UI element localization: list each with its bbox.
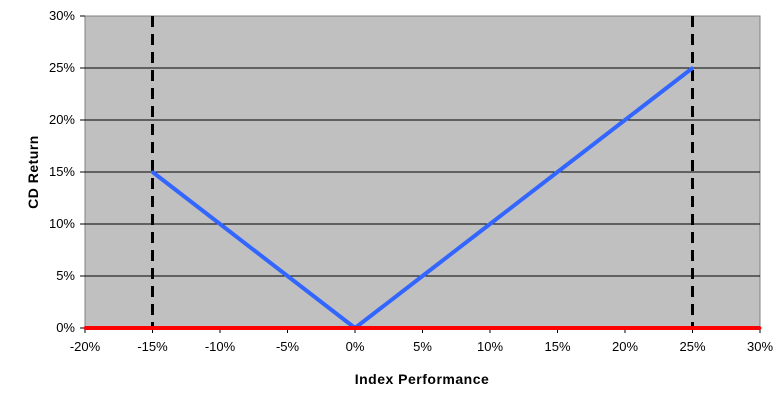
x-tick-label: -20%: [70, 339, 101, 354]
y-tick-label: 30%: [49, 8, 75, 23]
x-tick-label: 0%: [346, 339, 365, 354]
x-tick-label: 30%: [747, 339, 773, 354]
data-point: [691, 66, 694, 70]
y-tick-labels: 0% 5% 10% 15% 20% 25% 30%: [49, 8, 75, 335]
y-tick-label: 5%: [56, 268, 75, 283]
data-point: [151, 170, 154, 174]
x-tick-label: 10%: [477, 339, 503, 354]
data-point: [421, 274, 424, 278]
y-tick-label: 20%: [49, 112, 75, 127]
x-tick-label: -10%: [205, 339, 236, 354]
data-point: [488, 222, 492, 226]
gridlines: [80, 15, 761, 333]
data-point: [83, 326, 87, 330]
x-axis-title: Index Performance: [355, 371, 490, 387]
y-tick-label: 15%: [49, 164, 75, 179]
x-tick-label: -15%: [137, 339, 168, 354]
data-point: [758, 326, 762, 330]
y-tick-label: 0%: [56, 320, 75, 335]
data-point: [286, 274, 289, 278]
x-tick-label: 5%: [413, 339, 432, 354]
reference-lines: [151, 16, 694, 328]
x-tick-label: 15%: [544, 339, 570, 354]
x-tick-label: 20%: [612, 339, 638, 354]
series-group: [83, 66, 762, 330]
data-point: [556, 170, 559, 174]
data-point: [218, 222, 222, 226]
y-tick-label: 25%: [49, 60, 75, 75]
x-tick-labels: -20% -15% -10% -5% 0% 5% 10% 15% 20% 25% 30%: [70, 339, 774, 354]
x-tick-label: 25%: [679, 339, 705, 354]
data-point: [623, 118, 627, 122]
y-axis-title: CD Return: [25, 135, 41, 209]
x-tick-label: -5%: [276, 339, 300, 354]
y-tick-label: 10%: [49, 216, 75, 231]
